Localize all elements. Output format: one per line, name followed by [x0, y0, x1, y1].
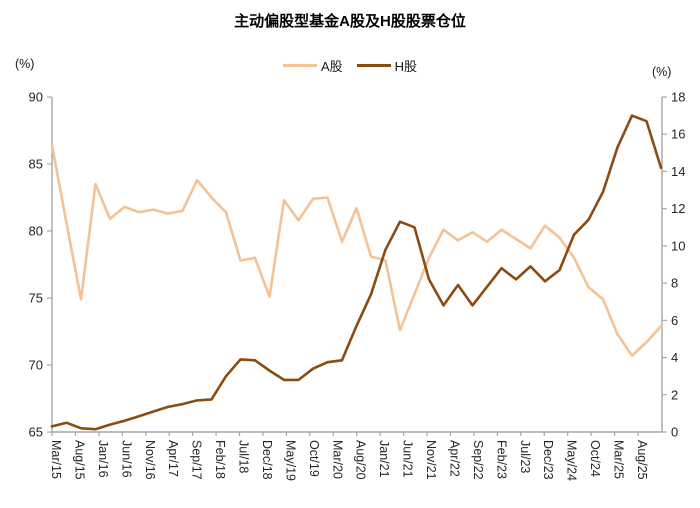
- right-axis-tick-label: 4: [671, 350, 678, 365]
- x-axis-tick-label: Mar/20: [330, 440, 344, 479]
- x-axis-tick-label: Aug/15: [72, 440, 86, 480]
- x-axis-tick-label: Oct/24: [588, 440, 602, 477]
- legend-label-a-share: A股: [320, 59, 343, 74]
- x-axis-tick-label: Sep/17: [190, 440, 204, 480]
- x-axis-tick-label: Dec/23: [541, 440, 555, 480]
- left-axis-tick-label: 85: [29, 157, 43, 172]
- right-axis-tick-label: 18: [671, 90, 685, 105]
- left-axis-tick-label: 80: [29, 224, 43, 239]
- h-share-line: [50, 114, 663, 431]
- left-axis-tick-label: 65: [29, 425, 43, 440]
- right-axis-tick-label: 2: [671, 387, 678, 402]
- right-axis-tick-label: 0: [671, 425, 678, 440]
- x-axis-tick-label: May/19: [283, 440, 297, 481]
- x-axis-tick-label: Mar/15: [49, 440, 63, 479]
- x-axis-tick-label: Feb/23: [494, 440, 508, 479]
- left-axis-tick-label: 90: [29, 90, 43, 105]
- a-share-line: [50, 143, 663, 357]
- left-axis-tick-label: 70: [29, 358, 43, 373]
- x-axis-tick-label: Apr/17: [166, 440, 180, 477]
- h-share-line-swatch: [356, 64, 391, 67]
- x-axis-tick-label: Jun/21: [401, 440, 415, 478]
- left-axis-tick-label: 75: [29, 291, 43, 306]
- x-axis-tick-label: Aug/20: [354, 440, 368, 480]
- legend-item-a-share: A股: [282, 56, 343, 75]
- x-axis-tick-label: Mar/25: [612, 440, 626, 479]
- legend-label-h-share: H股: [394, 59, 418, 74]
- right-axis-tick-label: 14: [671, 164, 685, 179]
- x-axis-tick-label: Jun/16: [119, 440, 133, 478]
- x-axis-tick-label: Jul/18: [237, 440, 251, 473]
- legend-item-h-share: H股: [356, 56, 418, 75]
- x-axis-tick-label: Aug/25: [635, 440, 649, 480]
- right-axis-tick-label: 6: [671, 313, 678, 328]
- chart-legend: A股 H股: [0, 56, 700, 75]
- x-axis-tick-label: Jan/21: [377, 440, 391, 478]
- right-axis-tick-label: 10: [671, 238, 685, 253]
- chart-title: 主动偏股型基金A股及H股股票仓位: [234, 13, 466, 30]
- x-axis-tick-label: Jul/23: [518, 440, 532, 473]
- x-axis-tick-label: Feb/18: [213, 440, 227, 479]
- x-axis-tick-label: Jan/16: [96, 440, 110, 478]
- right-axis-unit: (%): [652, 65, 672, 79]
- right-axis-tick-label: 16: [671, 127, 685, 142]
- x-axis-tick-label: Nov/21: [424, 440, 438, 480]
- x-axis-tick-label: Apr/22: [447, 440, 461, 477]
- x-axis-tick-label: Sep/22: [471, 440, 485, 480]
- x-axis-tick-label: Dec/18: [260, 440, 274, 480]
- x-axis-tick-label: Oct/19: [307, 440, 321, 477]
- left-axis-unit: (%): [15, 57, 35, 71]
- right-axis-tick-label: 8: [671, 276, 678, 291]
- x-axis-tick-label: Nov/16: [143, 440, 157, 480]
- x-axis-tick-label: May/24: [565, 440, 579, 481]
- a-share-line-swatch: [282, 64, 317, 67]
- right-axis-tick-label: 12: [671, 201, 685, 216]
